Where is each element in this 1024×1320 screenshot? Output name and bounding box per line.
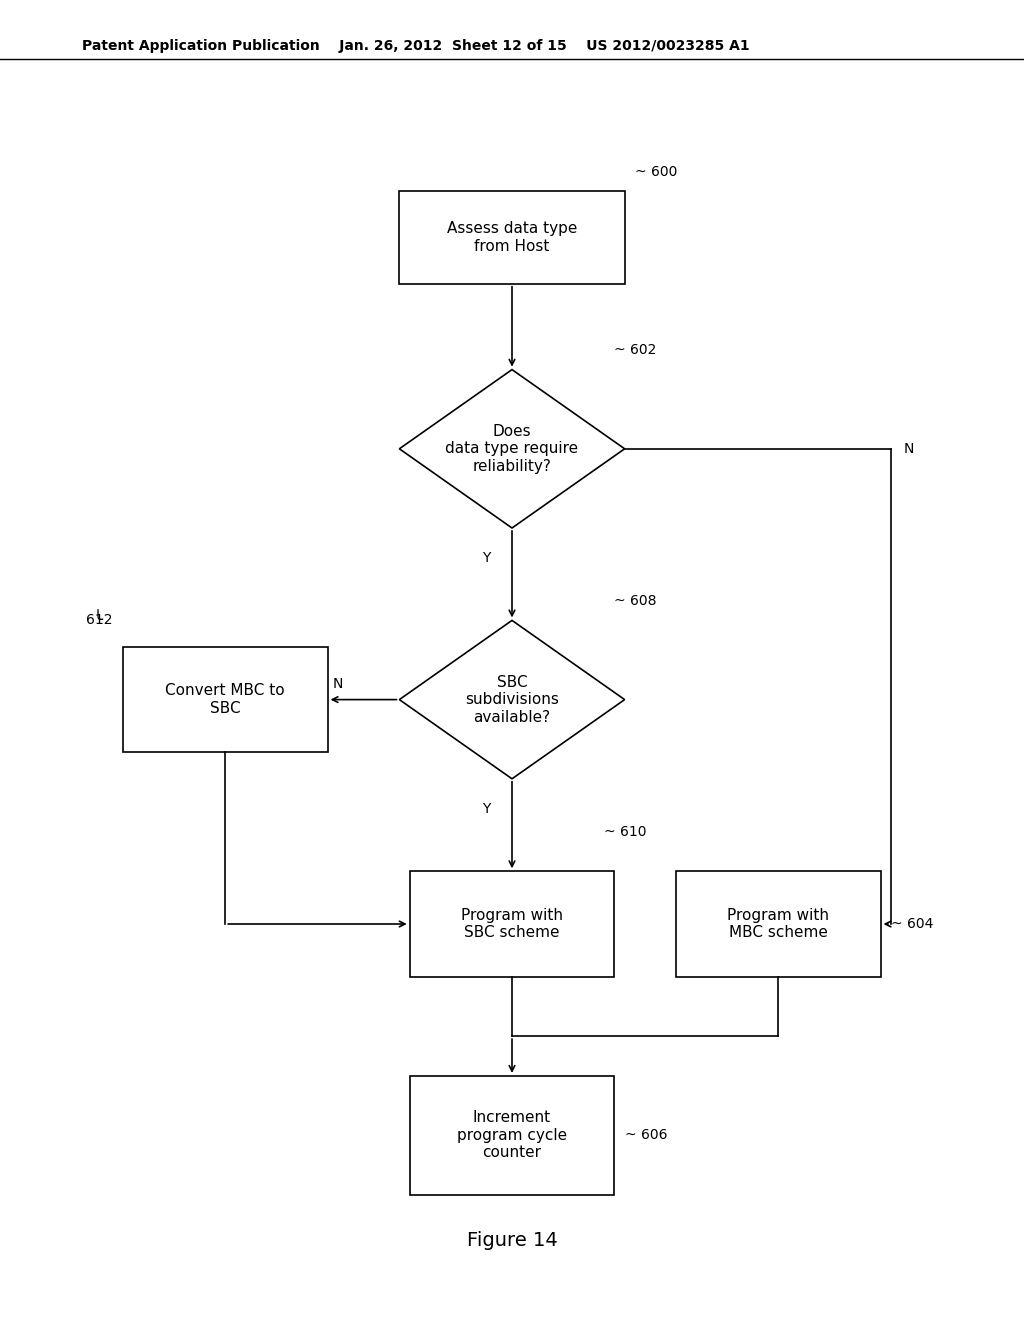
FancyBboxPatch shape [676, 871, 881, 977]
Polygon shape [399, 370, 625, 528]
Text: 612: 612 [86, 614, 113, 627]
Text: Figure 14: Figure 14 [467, 1232, 557, 1250]
Text: ~ 602: ~ 602 [614, 343, 656, 356]
Text: Y: Y [482, 552, 490, 565]
Text: ~ 604: ~ 604 [891, 917, 933, 931]
Text: Program with
MBC scheme: Program with MBC scheme [727, 908, 829, 940]
FancyBboxPatch shape [399, 191, 625, 284]
Text: ~ 606: ~ 606 [625, 1129, 668, 1142]
Text: Increment
program cycle
counter: Increment program cycle counter [457, 1110, 567, 1160]
FancyBboxPatch shape [410, 1076, 614, 1195]
Text: ~ 610: ~ 610 [604, 825, 647, 838]
Text: Convert MBC to
SBC: Convert MBC to SBC [166, 684, 285, 715]
Text: N: N [904, 442, 914, 455]
Polygon shape [399, 620, 625, 779]
Text: Assess data type
from Host: Assess data type from Host [446, 222, 578, 253]
Text: Y: Y [482, 803, 490, 816]
Text: ~ 600: ~ 600 [635, 165, 677, 178]
Text: Program with
SBC scheme: Program with SBC scheme [461, 908, 563, 940]
Text: Patent Application Publication    Jan. 26, 2012  Sheet 12 of 15    US 2012/00232: Patent Application Publication Jan. 26, … [82, 40, 750, 53]
Text: ~ 608: ~ 608 [614, 594, 657, 607]
Text: Does
data type require
reliability?: Does data type require reliability? [445, 424, 579, 474]
Text: SBC
subdivisions
available?: SBC subdivisions available? [465, 675, 559, 725]
FancyBboxPatch shape [123, 647, 328, 752]
Text: ╰: ╰ [92, 611, 102, 630]
FancyBboxPatch shape [410, 871, 614, 977]
Text: N: N [333, 677, 343, 690]
